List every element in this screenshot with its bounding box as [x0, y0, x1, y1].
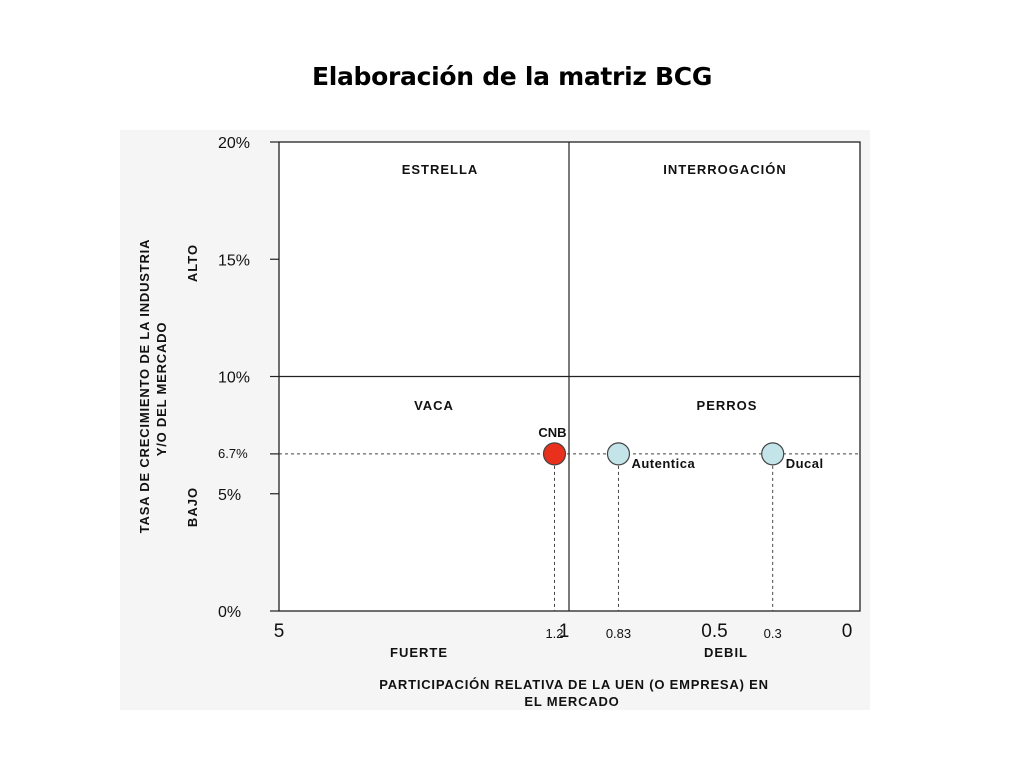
x-tick-label: 1.2	[545, 626, 563, 641]
x-group-label: DEBIL	[704, 645, 748, 660]
quadrant-label: PERROS	[697, 398, 758, 413]
bcg-chart-panel: 20% 15% 10% 6.7% 5% 0% ESTRELLA INTERROGACIÓN VA…	[120, 130, 870, 710]
data-point-autentica	[606, 442, 631, 466]
quadrant-label: VACA	[414, 398, 454, 413]
slide-title: Elaboración de la matriz BCG	[311, 62, 713, 91]
quadrant-label: ESTRELLA	[402, 162, 479, 177]
x-tick-label: 1	[559, 621, 570, 642]
y-tick-label: 0%	[218, 604, 241, 621]
x-axis-title-line: EL MERCADO	[524, 694, 619, 709]
y-tick-label: 5%	[218, 487, 241, 504]
y-group-label: BAJO	[185, 487, 200, 527]
y-tick-label: 15%	[218, 252, 250, 269]
x-axis-title-line: PARTICIPACIÓN RELATIVA DE LA UEN (O EMPR…	[379, 677, 769, 692]
x-group-label: FUERTE	[390, 645, 448, 660]
bcg-matrix-chart: 20% 15% 10% 6.7% 5% 0% ESTRELLA INTERROGACIÓN VA…	[137, 135, 861, 709]
quadrant-label: INTERROGACIÓN	[663, 162, 787, 177]
x-tick-label: 0.3	[764, 626, 782, 641]
y-tick-label: 20%	[218, 135, 250, 152]
y-axis-title-line: Y/O DEL MERCADO	[154, 322, 169, 457]
x-tick-label: 0	[842, 621, 853, 642]
y-tick-label: 10%	[218, 370, 250, 387]
x-tick-label: 5	[274, 621, 285, 642]
y-axis-title-line: TASA DE CRECIMIENTO DE LA INDUSTRIA	[137, 239, 152, 534]
x-tick-label: 0.83	[606, 626, 631, 641]
data-point-ducal	[761, 442, 785, 466]
data-point-cnb	[542, 442, 567, 466]
y-tick-label: 6.7%	[218, 446, 248, 461]
x-tick-label: 0.5	[701, 621, 727, 642]
point-label: Autentica	[631, 456, 695, 471]
y-group-label: ALTO	[185, 244, 200, 282]
point-label: Ducal	[786, 456, 824, 471]
point-label: CNB	[538, 425, 566, 440]
